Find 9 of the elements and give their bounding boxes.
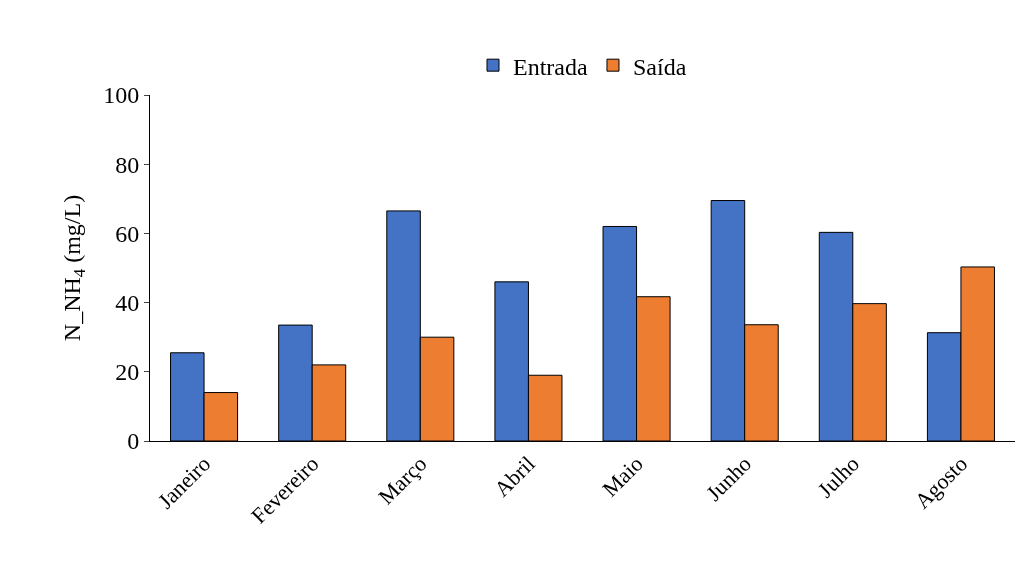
y-tick-label: 0 [127, 428, 140, 455]
y-tick-label: 100 [103, 82, 140, 109]
x-tick-label: Maio [597, 451, 648, 502]
y-tick-label: 20 [115, 359, 140, 386]
y-tick-label: 80 [115, 151, 140, 178]
y-tick-label: 40 [115, 290, 140, 316]
y-tick-label: 60 [115, 220, 140, 247]
legend-label: Saída [632, 53, 687, 80]
legend-label: Entrada [513, 53, 588, 80]
